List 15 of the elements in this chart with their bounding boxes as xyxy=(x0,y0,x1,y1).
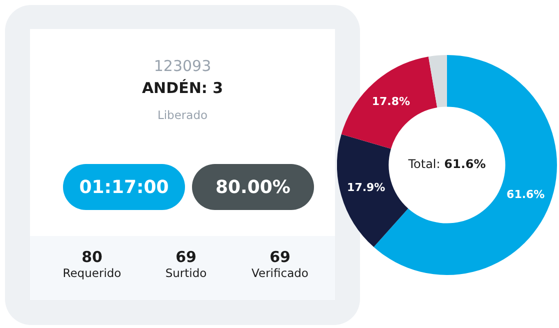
text: 123093 xyxy=(152,57,212,75)
text: 69 xyxy=(174,248,198,266)
data-label: 61.6% xyxy=(506,188,545,201)
text: 69 xyxy=(268,248,292,266)
text: 80 xyxy=(80,248,104,266)
text: Requerido xyxy=(62,266,122,281)
text: Verificado xyxy=(250,266,310,281)
data-label: 17.8% xyxy=(372,95,410,108)
text: 80.00% xyxy=(192,164,314,210)
text: Total: 61.6% xyxy=(407,157,487,171)
text: 01:17:00 xyxy=(63,164,185,210)
text: Surtido xyxy=(164,266,208,281)
text: Liberado xyxy=(156,108,209,122)
text: ANDÉN: 3 xyxy=(140,79,224,97)
data-label: 17.9% xyxy=(347,181,386,194)
